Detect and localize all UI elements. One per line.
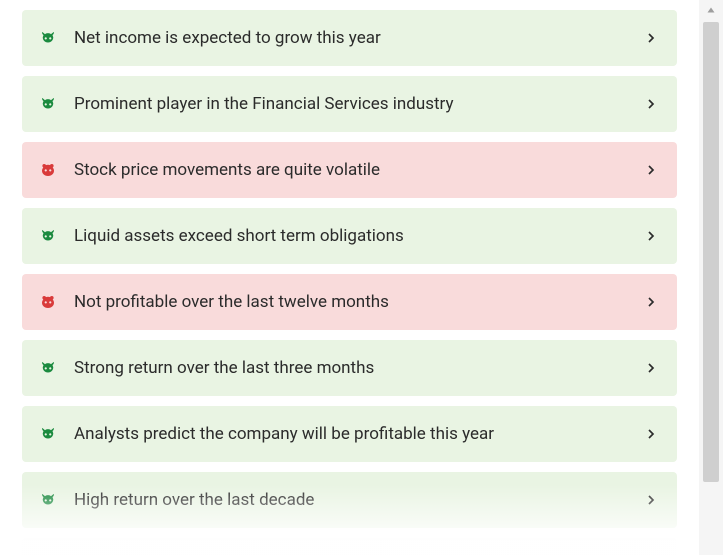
insight-label: Prominent player in the Financial Servic… [58,94,641,114]
chevron-right-icon [641,490,661,510]
bull-icon [38,424,58,444]
chevron-right-icon [641,160,661,180]
insight-label: Not profitable over the last twelve mont… [58,292,641,312]
scrollbar-track[interactable] [699,0,723,555]
insight-row[interactable]: Does not pay a dividend to shareholders [22,538,677,555]
chevron-right-icon [641,94,661,114]
bull-icon [38,490,58,510]
chevron-right-icon [641,28,661,48]
insight-row[interactable]: Liquid assets exceed short term obligati… [22,208,677,264]
insight-row[interactable]: Analysts predict the company will be pro… [22,406,677,462]
insight-row[interactable]: Strong return over the last three months [22,340,677,396]
insight-label: Strong return over the last three months [58,358,641,378]
insight-row[interactable]: Prominent player in the Financial Servic… [22,76,677,132]
insight-label: Liquid assets exceed short term obligati… [58,226,641,246]
bull-icon [38,358,58,378]
scroll-up-arrow-icon[interactable] [699,0,723,20]
insight-label: Analysts predict the company will be pro… [58,424,641,444]
chevron-right-icon [641,358,661,378]
bull-icon [38,226,58,246]
bear-icon [38,160,58,180]
insight-row[interactable]: High return over the last decade [22,472,677,528]
scrollbar-thumb[interactable] [703,22,719,482]
bull-icon [38,28,58,48]
chevron-right-icon [641,226,661,246]
insight-label: High return over the last decade [58,490,641,510]
bull-icon [38,94,58,114]
insights-list: Net income is expected to grow this year… [0,0,699,555]
viewport: Net income is expected to grow this year… [0,0,723,555]
bear-icon [38,292,58,312]
chevron-right-icon [641,424,661,444]
insight-row[interactable]: Stock price movements are quite volatile [22,142,677,198]
insight-row[interactable]: Net income is expected to grow this year [22,10,677,66]
insight-row[interactable]: Not profitable over the last twelve mont… [22,274,677,330]
chevron-right-icon [641,292,661,312]
insight-label: Net income is expected to grow this year [58,28,641,48]
insight-label: Stock price movements are quite volatile [58,160,641,180]
